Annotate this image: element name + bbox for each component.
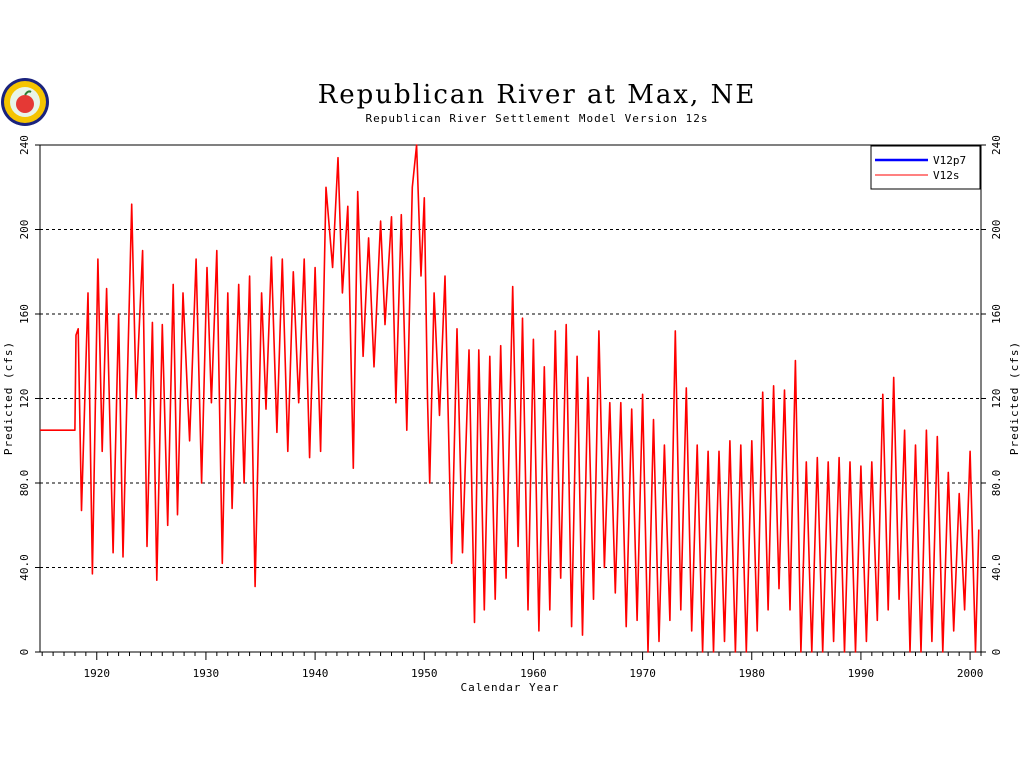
chart-subtitle: Republican River Settlement Model Versio… bbox=[365, 112, 708, 125]
y-tick-label-left: 40.0 bbox=[18, 554, 31, 581]
x-axis-label: Calendar Year bbox=[460, 681, 559, 694]
y-tick-label-left: 80.0 bbox=[18, 470, 31, 497]
x-tick-label: 1960 bbox=[520, 667, 547, 680]
legend-label-v12s: V12s bbox=[933, 169, 960, 182]
y-tick-label-left: 0 bbox=[18, 649, 31, 656]
x-tick-label: 1930 bbox=[193, 667, 220, 680]
x-tick-label: 1950 bbox=[411, 667, 438, 680]
x-tick-label: 1920 bbox=[84, 667, 111, 680]
chart-title: Republican River at Max, NE bbox=[318, 80, 757, 110]
y-tick-label-left: 120 bbox=[18, 389, 31, 409]
series-line-v12s bbox=[40, 144, 980, 653]
y-axis-ticks: 0 0 40.0 40.0 80.0 80.0 120 120 160 160 200 200 240 2… bbox=[18, 135, 1003, 655]
apple-seal-logo-icon bbox=[1, 78, 49, 126]
y-axis-label-right: Predicted (cfs) bbox=[1008, 341, 1021, 455]
y-tick-label-right: 240 bbox=[990, 135, 1003, 155]
series-group bbox=[40, 144, 980, 653]
y-tick-label-left: 240 bbox=[18, 135, 31, 155]
x-tick-label: 1940 bbox=[302, 667, 329, 680]
legend-label-v12p7: V12p7 bbox=[933, 154, 966, 167]
legend: V12p7 V12s bbox=[870, 145, 981, 190]
y-tick-label-right: 80.0 bbox=[990, 470, 1003, 497]
y-tick-label-right: 40.0 bbox=[990, 554, 1003, 581]
y-tick-label-left: 160 bbox=[18, 304, 31, 324]
x-tick-label: 1970 bbox=[629, 667, 656, 680]
x-axis-ticks: 1920 1930 1940 1950 1960 1970 1980 1990 2000 bbox=[41, 652, 984, 680]
y-tick-label-right: 120 bbox=[990, 389, 1003, 409]
x-tick-label: 2000 bbox=[957, 667, 984, 680]
y-tick-label-left: 200 bbox=[18, 220, 31, 240]
x-tick-label: 1980 bbox=[739, 667, 766, 680]
y-tick-label-right: 0 bbox=[990, 649, 1003, 656]
x-tick-label: 1990 bbox=[848, 667, 875, 680]
y-tick-label-right: 160 bbox=[990, 304, 1003, 324]
y-tick-label-right: 200 bbox=[990, 220, 1003, 240]
y-axis-label-left: Predicted (cfs) bbox=[2, 341, 15, 455]
legend-box bbox=[870, 145, 981, 190]
